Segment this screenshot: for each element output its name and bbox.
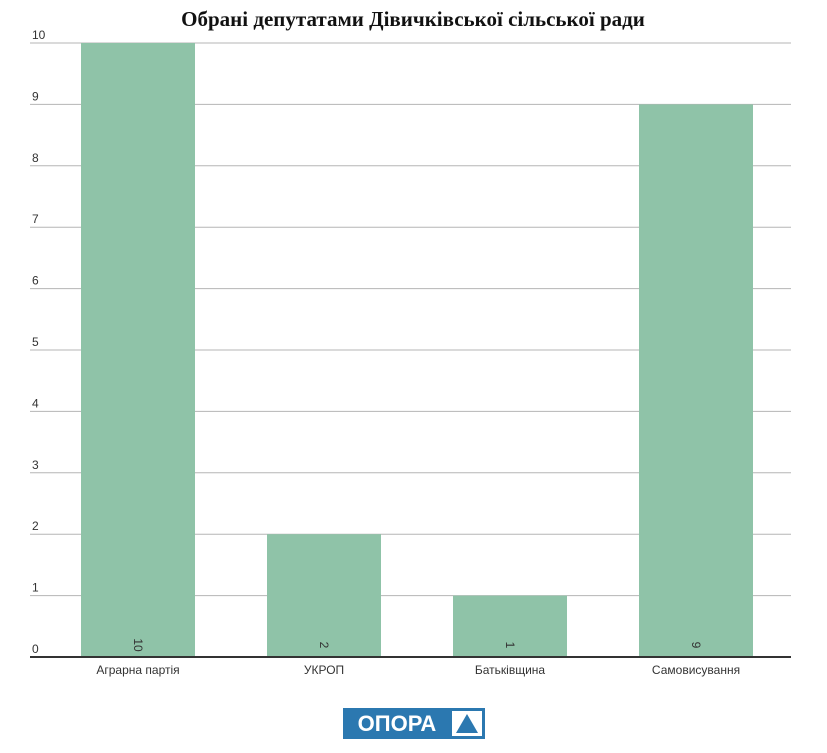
- y-tick-label: 6: [32, 274, 39, 288]
- bar: [267, 534, 381, 657]
- y-tick-label: 8: [32, 151, 39, 165]
- x-tick-label: Аграрна партія: [96, 663, 179, 677]
- bar: [81, 43, 195, 657]
- y-tick-label: 3: [32, 458, 39, 472]
- x-tick-label: УКРОП: [304, 663, 344, 677]
- logo-icon: [456, 714, 478, 733]
- value-label: 10: [131, 638, 145, 652]
- y-tick-label: 4: [32, 396, 39, 410]
- logo: ОПОРА: [343, 708, 485, 739]
- x-tick-label: Батьківщина: [475, 663, 546, 677]
- bar: [639, 104, 753, 657]
- value-label: 2: [317, 642, 331, 649]
- y-tick-label: 9: [32, 89, 39, 103]
- x-tick-label: Самовисування: [652, 663, 740, 677]
- bar: [453, 595, 567, 657]
- value-label: 1: [503, 642, 517, 649]
- y-tick-label: 0: [32, 642, 39, 656]
- y-tick-label: 2: [32, 519, 39, 533]
- y-tick-label: 1: [32, 581, 39, 595]
- value-label: 9: [689, 642, 703, 649]
- y-tick-label: 5: [32, 335, 39, 349]
- logo-text: ОПОРА: [358, 711, 437, 736]
- chart-title: Обрані депутатами Дівичківської сільсько…: [181, 7, 645, 31]
- y-tick-label: 10: [32, 28, 46, 42]
- y-tick-label: 7: [32, 212, 39, 226]
